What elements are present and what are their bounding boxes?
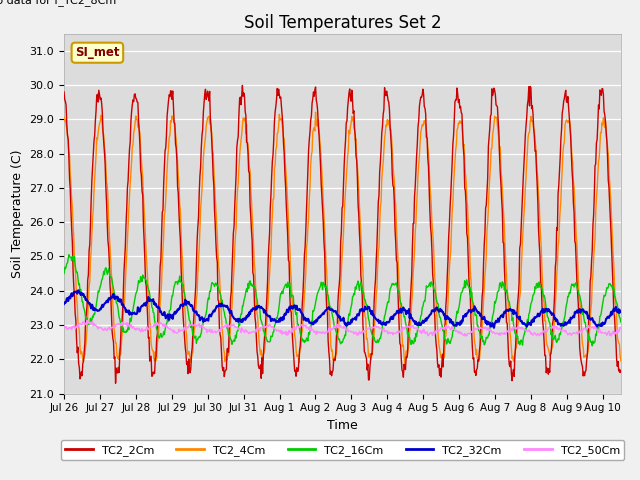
X-axis label: Time: Time [327,419,358,432]
Legend: TC2_2Cm, TC2_4Cm, TC2_16Cm, TC2_32Cm, TC2_50Cm: TC2_2Cm, TC2_4Cm, TC2_16Cm, TC2_32Cm, TC… [61,440,624,460]
Text: SI_met: SI_met [75,46,120,59]
Title: Soil Temperatures Set 2: Soil Temperatures Set 2 [244,14,441,32]
Y-axis label: Soil Temperature (C): Soil Temperature (C) [11,149,24,278]
Text: No data for f_TC2_8Cm: No data for f_TC2_8Cm [0,0,116,6]
